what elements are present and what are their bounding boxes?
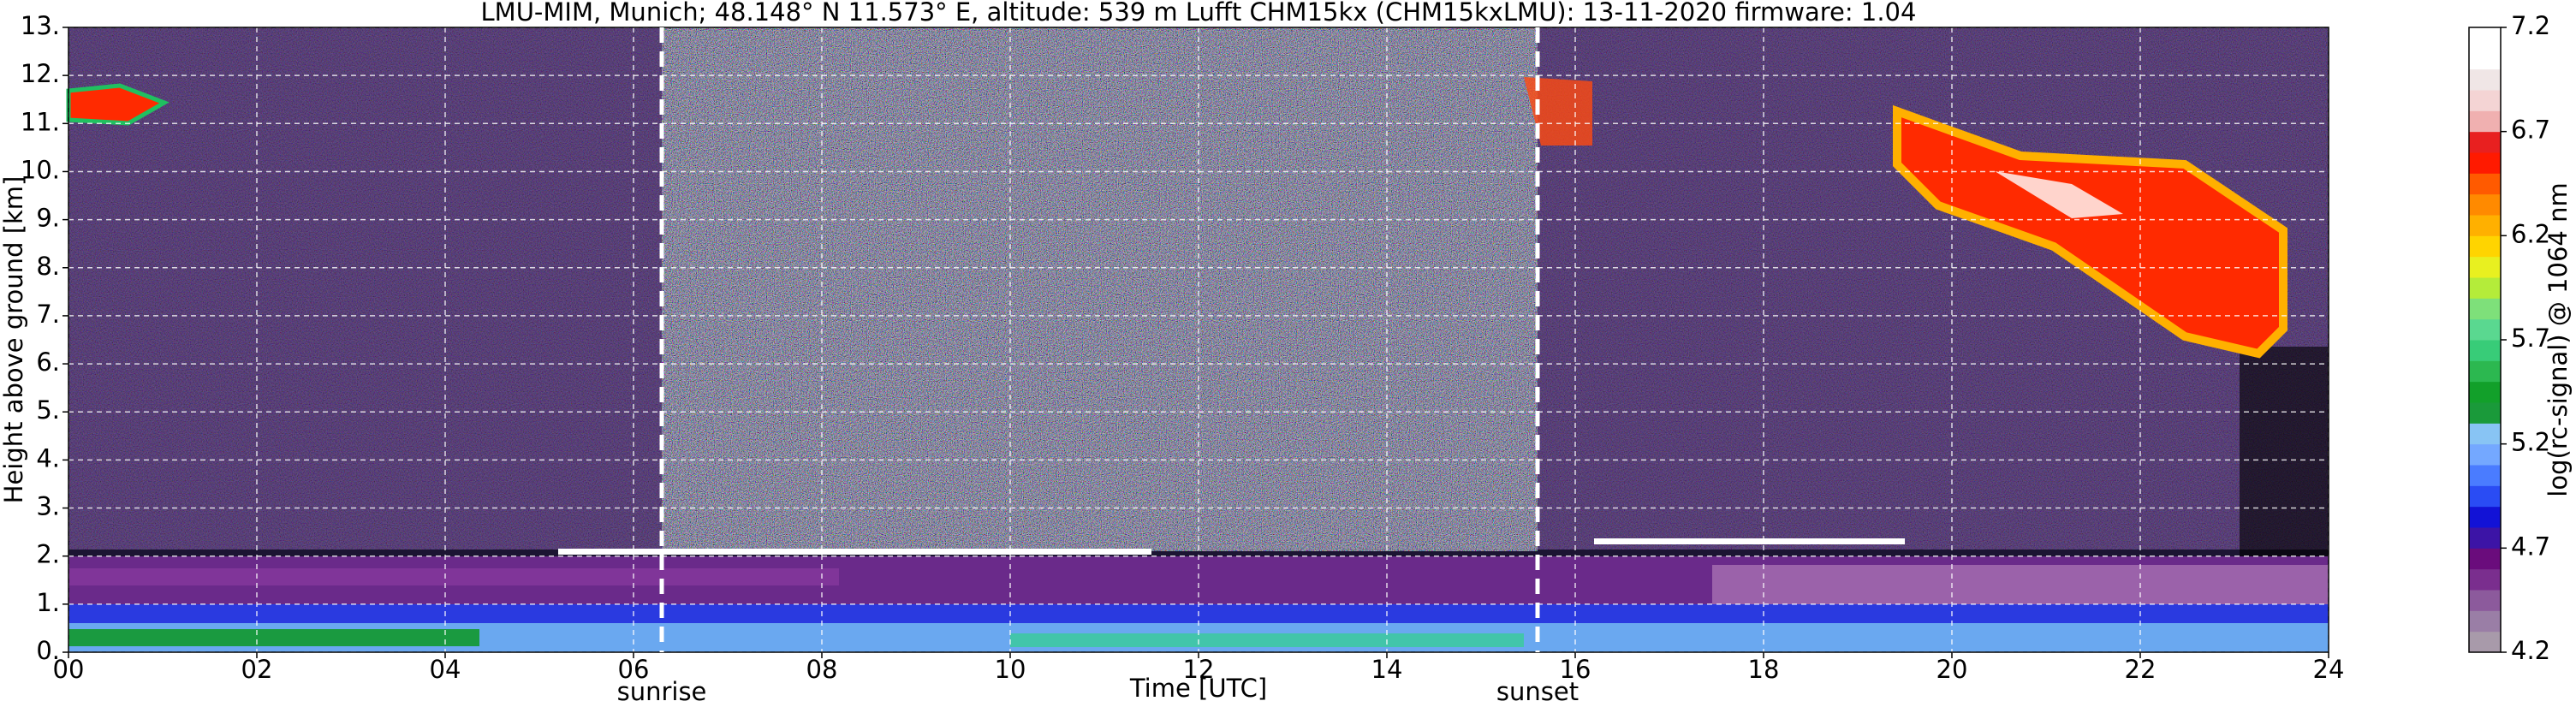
colorbar-segment <box>2469 610 2501 633</box>
x-tick-label: 10 <box>995 655 1026 684</box>
x-tick-label: 04 <box>430 655 461 684</box>
y-tick-label: 0. <box>36 636 60 665</box>
colorbar-segment <box>2469 27 2501 49</box>
x-tick-label: 20 <box>1936 655 1968 684</box>
y-tick-label: 8. <box>36 252 60 281</box>
x-tick-label: 12 <box>1183 655 1215 684</box>
colorbar-segment <box>2469 568 2501 591</box>
x-tick-label: 18 <box>1748 655 1780 684</box>
colorbar-segment <box>2469 590 2501 611</box>
y-tick-label: 5. <box>36 395 60 425</box>
x-axis-label: Time [UTC] <box>1129 674 1267 703</box>
plot-frame <box>68 27 2329 653</box>
y-tick-label: 12. <box>21 59 60 88</box>
x-tick-label: 14 <box>1371 655 1403 684</box>
axes <box>62 27 2501 658</box>
colorbar-segment <box>2469 131 2501 153</box>
colorbar-tick-label: 6.2 <box>2511 219 2550 248</box>
y-tick-label: 3. <box>36 492 60 521</box>
x-tick-label: 16 <box>1560 655 1591 684</box>
colorbar-tick-label: 4.7 <box>2511 532 2550 561</box>
colorbar-segment <box>2469 506 2501 528</box>
colorbar-segment <box>2469 402 2501 424</box>
annotation-label: sunrise <box>617 677 707 706</box>
y-tick-label: 1. <box>36 588 60 617</box>
colorbar-segment <box>2469 465 2501 486</box>
colorbar-tick-label: 5.7 <box>2511 324 2550 353</box>
colorbar-segment <box>2469 485 2501 508</box>
colorbar-segment <box>2469 277 2501 299</box>
x-tick-label: 08 <box>806 655 838 684</box>
y-tick-label: 11. <box>21 107 60 136</box>
colorbar-tick-label: 4.2 <box>2511 636 2550 665</box>
colorbar-tick-label: 6.7 <box>2511 116 2550 145</box>
colorbar-segment <box>2469 298 2501 320</box>
colorbar-segment <box>2469 90 2501 111</box>
y-tick-label: 6. <box>36 348 60 377</box>
y-tick-label: 13. <box>21 11 60 40</box>
colorbar-segment <box>2469 631 2501 653</box>
chart-title: LMU-MIM, Munich; 48.148° N 11.573° E, al… <box>481 0 1917 27</box>
colorbar-segment <box>2469 173 2501 195</box>
colorbar-segment <box>2469 256 2501 278</box>
colorbar-segment <box>2469 152 2501 174</box>
y-tick-label: 9. <box>36 204 60 233</box>
colorbar-segment <box>2469 68 2501 91</box>
colorbar-segment <box>2469 110 2501 133</box>
y-tick-label: 7. <box>36 300 60 329</box>
y-tick-label: 10. <box>21 155 60 184</box>
x-tick-label: 06 <box>618 655 650 684</box>
colorbar-segment <box>2469 318 2501 341</box>
annotation-label: sunset <box>1496 677 1579 706</box>
colorbar-segment <box>2469 548 2501 570</box>
colorbar-segment <box>2469 423 2501 445</box>
colorbar-segment <box>2469 48 2501 70</box>
colorbar-tick-label: 7.2 <box>2511 11 2550 40</box>
colorbar-segment <box>2469 235 2501 258</box>
colorbar-segment <box>2469 360 2501 383</box>
colorbar-segment <box>2469 340 2501 361</box>
x-tick-label: 24 <box>2313 655 2345 684</box>
colorbar-segment <box>2469 193 2501 216</box>
colorbar-segment <box>2469 381 2501 403</box>
colorbar-tick-label: 5.2 <box>2511 428 2550 457</box>
colorbar-segment <box>2469 527 2501 549</box>
colorbar-segment <box>2469 215 2501 236</box>
colorbar-label: log(rc-signal) @ 1064 nm <box>2543 182 2573 496</box>
colorbar-segment <box>2469 443 2501 466</box>
y-tick-label: 4. <box>36 443 60 472</box>
y-axis-label: Height above ground [km] <box>0 176 28 504</box>
x-tick-label: 02 <box>241 655 273 684</box>
x-tick-label: 22 <box>2125 655 2157 684</box>
x-tick-label: 00 <box>53 655 85 684</box>
y-tick-label: 2. <box>36 540 60 569</box>
